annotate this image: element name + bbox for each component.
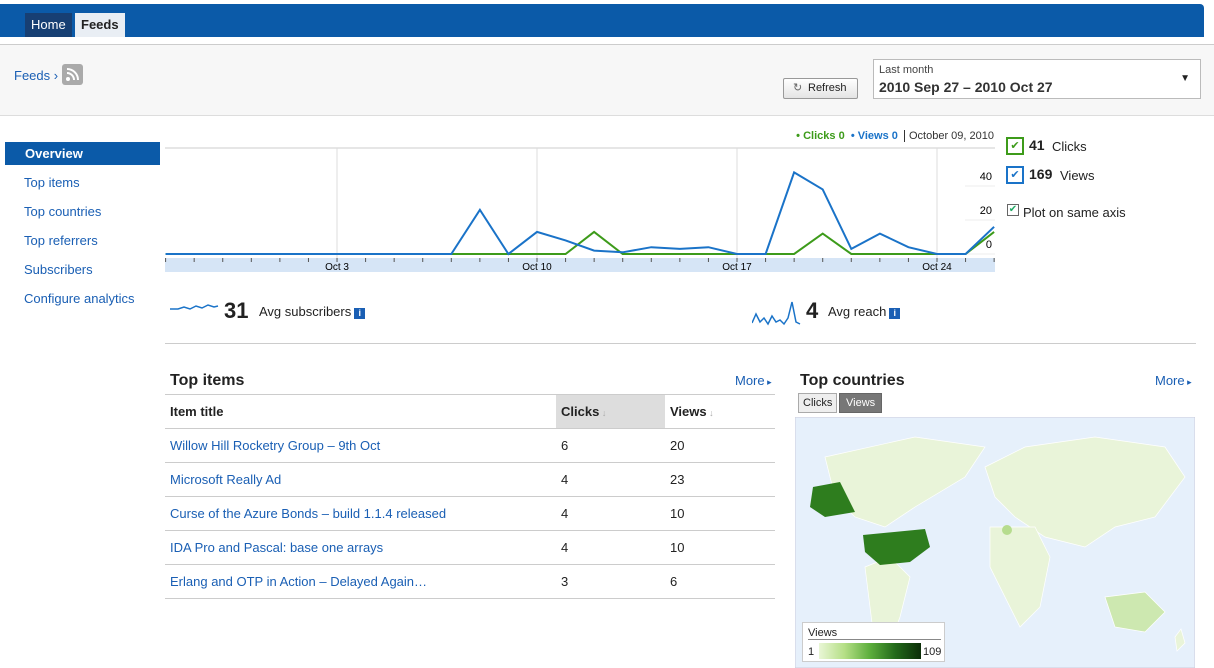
map-legend-scale — [819, 643, 921, 659]
sidebar-item[interactable]: Top referrers — [24, 233, 98, 248]
x-tick-label: Oct 17 — [722, 262, 752, 273]
plot-axis-checkbox[interactable]: ✔ — [1007, 204, 1019, 216]
x-tick-label: Oct 3 — [325, 262, 349, 273]
map-legend-rule — [808, 639, 941, 640]
total-value: 41 — [1029, 137, 1045, 153]
series-checkbox[interactable]: ✔ — [1006, 137, 1024, 155]
legend-views-value: 0 — [891, 130, 898, 142]
top-countries-more[interactable]: More — [1155, 373, 1192, 388]
top-items-title: Top items — [170, 372, 245, 389]
item-row: Willow Hill Rocketry Group – 9th Oct 6 20 — [165, 428, 775, 463]
header-clicks-label: Clicks — [561, 404, 600, 419]
item-row: Curse of the Azure Bonds – build 1.1.4 r… — [165, 496, 775, 531]
top-bar — [0, 4, 1204, 37]
info-icon: i — [354, 308, 366, 319]
item-title[interactable]: Erlang and OTP in Action – Delayed Again… — [165, 564, 556, 599]
x-tick-label: Oct 10 — [522, 262, 552, 273]
legend-clicks-value: 0 — [838, 130, 845, 142]
legend-views: Views — [857, 130, 889, 142]
world-map — [795, 417, 1195, 668]
x-axis-band — [165, 258, 995, 272]
series-line — [165, 170, 995, 256]
y-tick-label: 40 — [980, 171, 992, 183]
legend-clicks: Clicks — [803, 130, 836, 142]
refresh-icon: ↻ — [793, 82, 803, 94]
item-row: Erlang and OTP in Action – Delayed Again… — [165, 564, 775, 599]
date-range-value: 2010 Sep 27 – 2010 Oct 27 — [879, 79, 1053, 95]
date-range-dropdown[interactable]: Last month 2010 Sep 27 – 2010 Oct 27 ▼ — [873, 59, 1201, 99]
countries-tab-clicks[interactable]: Clicks — [798, 393, 838, 413]
total-label: Clicks — [1052, 139, 1087, 154]
item-clicks: 6 — [556, 428, 665, 463]
item-views: 10 — [665, 496, 775, 531]
date-range-label: Last month — [879, 64, 934, 76]
chart-background — [165, 124, 995, 272]
header-title[interactable]: Item title — [170, 404, 224, 419]
countries-tab-views[interactable]: Views — [839, 393, 883, 413]
series-checkbox[interactable]: ✔ — [1006, 166, 1024, 184]
item-clicks: 4 — [556, 530, 665, 565]
item-row: Microsoft Really Ad 4 23 — [165, 462, 775, 497]
top-items-more[interactable]: More — [735, 373, 772, 388]
item-title[interactable]: Willow Hill Rocketry Group – 9th Oct — [165, 428, 556, 463]
header-views-label: Views — [670, 404, 707, 419]
map-legend-min: 1 — [808, 646, 815, 658]
header-views[interactable]: Views ↓ — [670, 404, 714, 419]
stat-label: Avg reach i — [828, 304, 901, 319]
item-views: 6 — [665, 564, 775, 599]
x-tick-label: Oct 24 — [922, 262, 952, 273]
item-clicks: 4 — [556, 496, 665, 531]
stat-value: 4 — [806, 298, 819, 323]
divider — [165, 343, 1196, 344]
stat-value: 31 — [224, 298, 249, 323]
item-title[interactable]: Curse of the Azure Bonds – build 1.1.4 r… — [165, 496, 556, 531]
item-title[interactable]: Microsoft Really Ad — [165, 462, 556, 497]
dropdown-arrow: ▼ — [1180, 73, 1190, 84]
sidebar-item[interactable]: Top items — [24, 175, 80, 190]
map-legend: Views 1 109 — [802, 622, 945, 662]
sidebar-item[interactable]: Configure analytics — [24, 291, 135, 306]
legend-date: October 09, 2010 — [903, 130, 994, 142]
plot-axis-label: Plot on same axis — [1023, 205, 1126, 220]
map-legend-max: 109 — [923, 646, 942, 658]
top-items-table: Item title Clicks ↓ Views ↓ Willow Hill … — [165, 394, 775, 599]
sidebar-item[interactable]: Top countries — [24, 204, 102, 219]
breadcrumb[interactable]: Feeds › — [14, 68, 59, 83]
chart: Oct 3 Oct 10 Oct 17 Oct 24 0 20 40 — [165, 124, 995, 273]
chart-hover-legend: • Clicks 0 • Views 0 October 09, 2010 — [796, 130, 994, 142]
item-views: 20 — [665, 428, 775, 463]
stat-label: Avg subscribers i — [259, 304, 366, 319]
item-clicks: 4 — [556, 462, 665, 497]
refresh-button[interactable]: ↻ Refresh — [783, 78, 858, 99]
top-countries-title: Top countries — [800, 372, 905, 389]
item-views: 10 — [665, 530, 775, 565]
info-icon: i — [889, 308, 901, 319]
total-label: Views — [1060, 168, 1095, 183]
y-tick-label: 0 — [986, 239, 992, 251]
rss-icon — [62, 64, 83, 85]
total-value: 169 — [1029, 166, 1053, 182]
item-row: IDA Pro and Pascal: base one arrays 4 10 — [165, 530, 775, 565]
item-clicks: 3 — [556, 564, 665, 599]
reach-sparkline — [752, 301, 801, 326]
home-tab[interactable]: Home — [25, 13, 72, 37]
refresh-label: Refresh — [808, 82, 847, 94]
item-title[interactable]: IDA Pro and Pascal: base one arrays — [165, 530, 556, 565]
feeds-tab[interactable]: Feeds — [75, 13, 125, 37]
item-views: 23 — [665, 462, 775, 497]
sidebar-item[interactable]: Subscribers — [24, 262, 93, 277]
header-clicks[interactable]: Clicks ↓ — [556, 394, 665, 429]
sidebar-item[interactable]: Overview — [5, 142, 160, 165]
subscribers-sparkline — [170, 304, 219, 310]
map-legend-title: Views — [808, 627, 838, 639]
y-tick-label: 20 — [980, 205, 992, 217]
